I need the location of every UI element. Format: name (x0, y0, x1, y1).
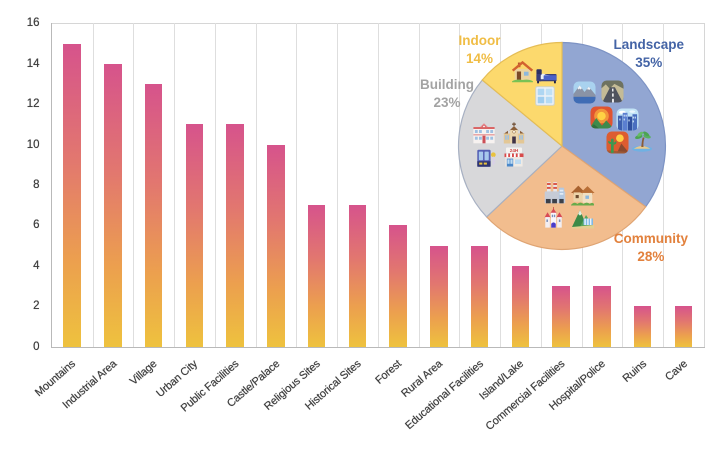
svg-text:24H: 24H (510, 148, 519, 153)
